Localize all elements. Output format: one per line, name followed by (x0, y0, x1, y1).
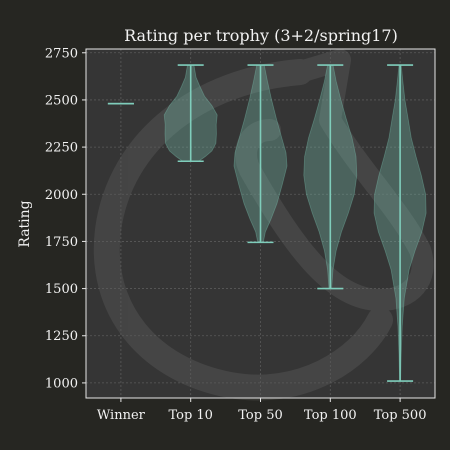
y-tick-label: 1000 (45, 376, 78, 391)
y-axis-label: Rating (17, 200, 33, 247)
y-tick-label: 2750 (45, 46, 78, 61)
x-tick-label: Top 500 (374, 408, 427, 423)
x-tick-label: Top 100 (304, 408, 357, 423)
y-tick-label: 2250 (45, 141, 78, 156)
y-tick-label: 1250 (45, 329, 78, 344)
x-tick-label: Top 50 (238, 408, 282, 423)
chart-title: Rating per trophy (3+2/spring17) (124, 26, 398, 45)
violin-top-50 (233, 64, 288, 244)
tick-layer: 1000 1250 1500 1750 2000 2250 2500 2750 Winner To… (45, 46, 427, 423)
violin-top-500 (373, 64, 427, 382)
violin-layer (107, 64, 427, 382)
violin-top-10 (163, 64, 218, 163)
violin-top-100 (303, 64, 358, 290)
x-tick-label: Top 10 (168, 408, 212, 423)
y-tick-label: 1500 (45, 282, 78, 297)
y-tick-label: 1750 (45, 235, 78, 250)
x-tick-label: Winner (97, 408, 146, 423)
y-tick-label: 2500 (45, 93, 78, 108)
y-tick-label: 2000 (45, 188, 78, 203)
